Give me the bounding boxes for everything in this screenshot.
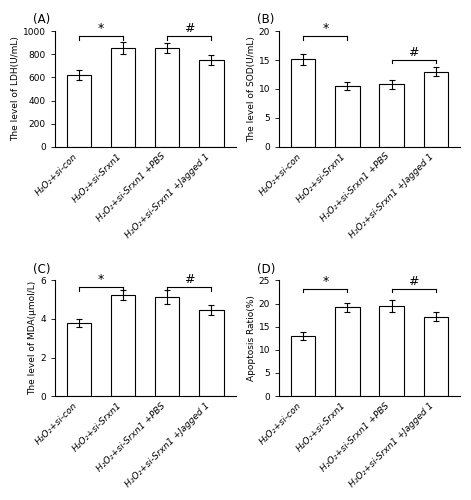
Bar [67, 75, 91, 147]
Bar [111, 295, 135, 396]
Bar [423, 72, 448, 147]
Text: (C): (C) [33, 263, 51, 276]
Bar [155, 48, 179, 147]
Y-axis label: The level of SOD(U/mL): The level of SOD(U/mL) [247, 36, 256, 142]
Text: (B): (B) [258, 14, 275, 26]
Bar [155, 297, 179, 396]
Bar [67, 323, 91, 396]
Bar [111, 48, 135, 147]
Text: *: * [322, 22, 329, 36]
Text: *: * [98, 22, 105, 36]
Bar [335, 86, 359, 147]
Text: *: * [322, 274, 329, 287]
Bar [335, 308, 359, 396]
Text: (D): (D) [258, 263, 276, 276]
Bar [291, 336, 316, 396]
Y-axis label: The level of LDH(U/mL): The level of LDH(U/mL) [11, 36, 20, 142]
Text: (A): (A) [33, 14, 50, 26]
Bar [380, 306, 404, 396]
Bar [291, 60, 316, 147]
Text: *: * [98, 274, 105, 286]
Text: #: # [408, 46, 419, 59]
Y-axis label: The level of MDA(μmol/L): The level of MDA(μmol/L) [28, 281, 37, 396]
Text: #: # [408, 274, 419, 287]
Text: #: # [184, 22, 195, 36]
Bar [423, 316, 448, 396]
Bar [380, 84, 404, 147]
Text: #: # [184, 274, 195, 286]
Bar [199, 60, 224, 147]
Bar [199, 310, 224, 396]
Y-axis label: Apoptosis Ratio(%): Apoptosis Ratio(%) [247, 296, 256, 381]
